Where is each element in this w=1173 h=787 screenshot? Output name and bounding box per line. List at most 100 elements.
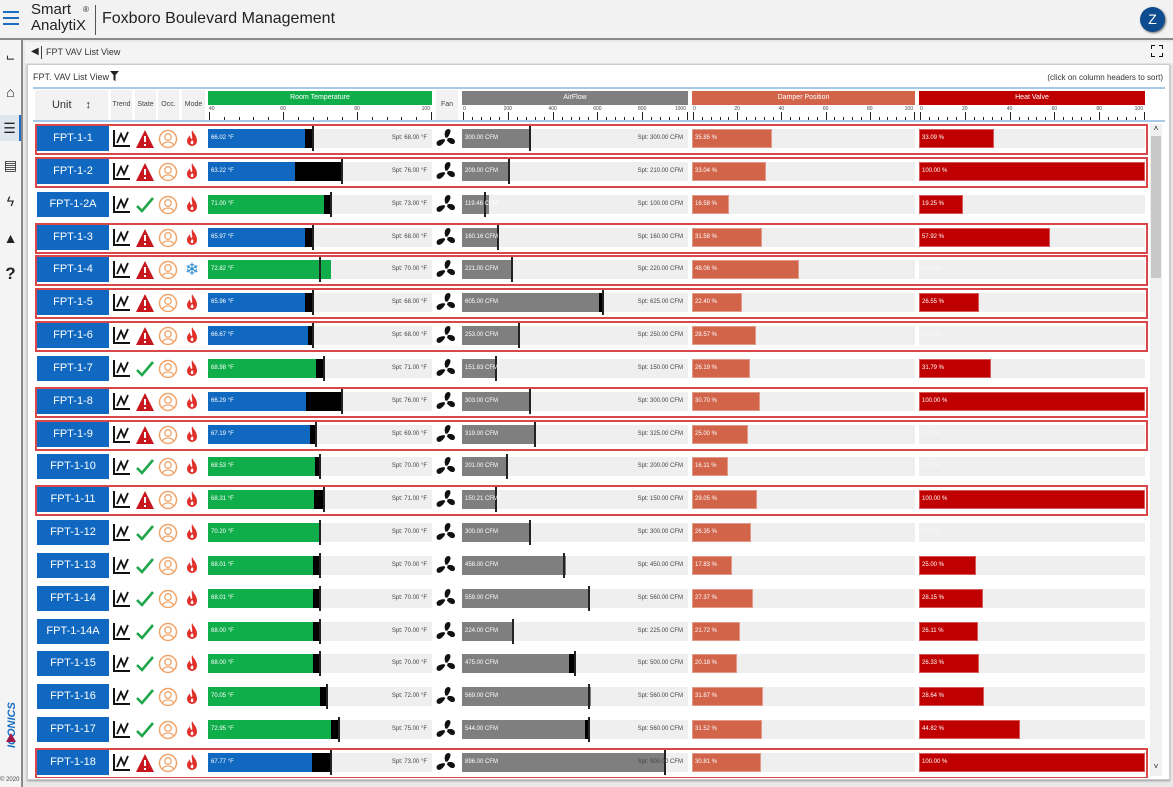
temp-setpoint-label: Spt: 71.00 °F — [391, 364, 427, 371]
view-title: FPT. VAV List View — [33, 72, 110, 82]
hierarchy-icon[interactable]: ⨽ — [6, 47, 15, 63]
column-header-mode[interactable]: Mode — [182, 90, 205, 120]
unit-button[interactable]: FPT-1-1 — [37, 126, 109, 151]
back-arrow-icon[interactable]: ◀ — [31, 46, 39, 57]
home-icon[interactable]: ⌂ — [6, 84, 15, 100]
table-row[interactable]: FPT-1-8 Spt: 76.00 °F 66.29 °F Spt: 300.00 … — [35, 386, 1148, 418]
table-row[interactable]: FPT-1-2 Spt: 76.00 °F 63.22 °F Spt: 210.00 … — [35, 156, 1148, 188]
unit-button[interactable]: FPT-1-2 — [37, 158, 109, 184]
scale-tick — [1117, 117, 1119, 120]
air-fill — [462, 687, 591, 707]
user-avatar[interactable]: Z — [1140, 7, 1165, 32]
air-setpoint-marker — [587, 684, 590, 710]
column-header-fan[interactable]: Fan — [436, 90, 458, 120]
unit-button[interactable]: FPT-1-3 — [37, 224, 109, 250]
trend-icon[interactable] — [112, 162, 132, 184]
trend-icon[interactable] — [112, 195, 132, 217]
scrollbar[interactable] — [1150, 124, 1162, 776]
table-row[interactable]: FPT-1-1 Spt: 68.00 °F 66.02 °F Spt: 300.00 … — [35, 124, 1148, 155]
trend-icon[interactable] — [112, 654, 132, 676]
unit-button[interactable]: FPT-1-13 — [37, 552, 109, 578]
table-row[interactable]: FPT-1-13 Spt: 70.00 °F 68.01 °F Spt: 450.00… — [35, 551, 1148, 582]
list-icon[interactable]: ☰ — [0, 115, 21, 141]
table-row[interactable]: FPT-1-6 Spt: 68.00 °F 66.67 °F Spt: 250.00 … — [35, 321, 1148, 353]
table-row[interactable]: FPT-1-9 Spt: 69.00 °F 67.19 °F Spt: 325.00 … — [35, 419, 1148, 451]
temp-setpoint-label: Spt: 68.00 °F — [391, 332, 427, 339]
heat-value-label: 28.15 % — [922, 594, 945, 601]
unit-button[interactable]: FPT-1-5 — [37, 290, 109, 316]
trend-icon[interactable] — [112, 457, 132, 479]
unit-button[interactable]: FPT-1-16 — [37, 684, 109, 710]
row-content: FPT-1-6 Spt: 68.00 °F 66.67 °F Spt: 250.00 … — [35, 321, 1148, 352]
scale-tick — [843, 117, 845, 120]
trend-icon[interactable] — [112, 687, 132, 709]
trend-icon[interactable] — [112, 228, 132, 250]
unit-button[interactable]: FPT-1-14A — [37, 618, 109, 644]
column-header-state[interactable]: State — [135, 90, 156, 120]
table-row[interactable]: FPT-1-14A Spt: 70.00 °F 68.00 °F Spt: 225.0… — [35, 617, 1148, 648]
table-row[interactable]: FPT-1-5 Spt: 68.00 °F 65.96 °F Spt: 625.00 … — [35, 288, 1148, 320]
unit-button[interactable]: FPT-1-14 — [37, 585, 109, 611]
trend-icon[interactable] — [112, 260, 132, 282]
unit-button[interactable]: FPT-1-15 — [37, 651, 109, 677]
unit-button[interactable]: FPT-1-2A — [37, 191, 109, 217]
help-icon[interactable]: ? — [5, 264, 16, 283]
trend-icon[interactable] — [112, 753, 132, 775]
table-row[interactable]: FPT-1-7 Spt: 71.00 °F 68.98 °F Spt: 150.00 … — [35, 354, 1148, 385]
scroll-down-icon[interactable]: ˅ — [1153, 762, 1159, 771]
hamburger-menu-icon[interactable] — [3, 11, 19, 25]
trend-icon[interactable] — [112, 523, 132, 545]
sort-icon[interactable]: ↕ — [85, 99, 92, 111]
trend-icon[interactable] — [112, 326, 132, 348]
table-row[interactable]: FPT-1-2A Spt: 73.00 °F 71.00 °F Spt: 100.00… — [35, 190, 1148, 221]
scroll-up-icon[interactable]: ˄ — [1153, 124, 1159, 133]
table-row[interactable]: FPT-1-18 Spt: 73.00 °F 67.77 °F Spt: 900.00… — [35, 747, 1148, 778]
table-row[interactable]: FPT-1-12 Spt: 70.00 °F 70.20 °F Spt: 300.00… — [35, 518, 1148, 549]
unit-button[interactable]: FPT-1-4 — [37, 257, 109, 283]
unit-button[interactable]: FPT-1-6 — [37, 323, 109, 349]
table-row[interactable]: FPT-1-17 Spt: 75.00 °F 72.95 °F Spt: 560.00… — [35, 715, 1148, 746]
alarm-icon[interactable]: ▲ — [3, 230, 18, 246]
trend-icon[interactable] — [112, 359, 132, 381]
unit-button[interactable]: FPT-1-18 — [37, 749, 109, 775]
scrollbar-thumb[interactable] — [1151, 136, 1161, 278]
unit-button[interactable]: FPT-1-11 — [37, 487, 109, 513]
unit-button[interactable]: FPT-1-7 — [37, 355, 109, 381]
table-row[interactable]: FPT-1-10 Spt: 70.00 °F 68.53 °F Spt: 200.00… — [35, 452, 1148, 483]
table-row[interactable]: FPT-1-11 Spt: 71.00 °F 68.31 °F Spt: 150.00… — [35, 485, 1148, 517]
column-header-room-temperature[interactable]: Room Temperature — [208, 91, 432, 105]
trend-icon[interactable] — [112, 589, 132, 611]
fan-icon — [435, 194, 457, 216]
panel-icon[interactable]: ▤ — [3, 157, 18, 173]
trend-icon[interactable] — [112, 293, 132, 315]
air-setpoint-label: Spt: 325.00 CFM — [637, 430, 683, 437]
column-header-trend[interactable]: Trend — [111, 90, 132, 120]
table-row[interactable]: FPT-1-14 Spt: 70.00 °F 68.01 °F Spt: 560.00… — [35, 584, 1148, 615]
table-row[interactable]: FPT-1-16 Spt: 72.00 °F 70.05 °F Spt: 560.00… — [35, 682, 1148, 713]
fullscreen-icon[interactable] — [1151, 45, 1163, 57]
column-header-occ[interactable]: Occ. — [158, 90, 179, 120]
trend-icon[interactable] — [112, 425, 132, 447]
trend-icon[interactable] — [112, 490, 132, 512]
trend-icon[interactable] — [112, 129, 132, 151]
column-header-damper-position[interactable]: Damper Position — [692, 91, 915, 105]
table-row[interactable]: FPT-1-4 ❄ Spt: 70.00 °F 72.82 °F Spt: 220.00… — [35, 255, 1148, 287]
unit-button[interactable]: FPT-1-8 — [37, 388, 109, 414]
unit-button[interactable]: FPT-1-9 — [37, 421, 109, 447]
column-header-airflow[interactable]: AirFlow — [462, 91, 688, 105]
table-row[interactable]: FPT-1-3 Spt: 68.00 °F 65.97 °F Spt: 160.00 … — [35, 222, 1148, 254]
table-row[interactable]: FPT-1-15 Spt: 70.00 °F 68.00 °F Spt: 500.00… — [35, 649, 1148, 680]
column-header-heat-valve[interactable]: Heat Valve — [919, 91, 1145, 105]
trend-icon[interactable] — [112, 720, 132, 742]
trend-icon[interactable] — [112, 556, 132, 578]
damper-bar: 17.83 % — [692, 555, 915, 575]
column-header-unit[interactable]: Unit ↕ — [35, 90, 108, 120]
unit-button[interactable]: FPT-1-10 — [37, 454, 109, 480]
unit-button[interactable]: FPT-1-17 — [37, 717, 109, 743]
trend-icon[interactable] — [112, 392, 132, 414]
filter-icon[interactable] — [110, 71, 119, 81]
trend-icon[interactable] — [112, 622, 132, 644]
lightning-icon[interactable]: ϟ — [6, 193, 15, 209]
unit-button[interactable]: FPT-1-12 — [37, 520, 109, 546]
scale-tick — [781, 112, 783, 120]
